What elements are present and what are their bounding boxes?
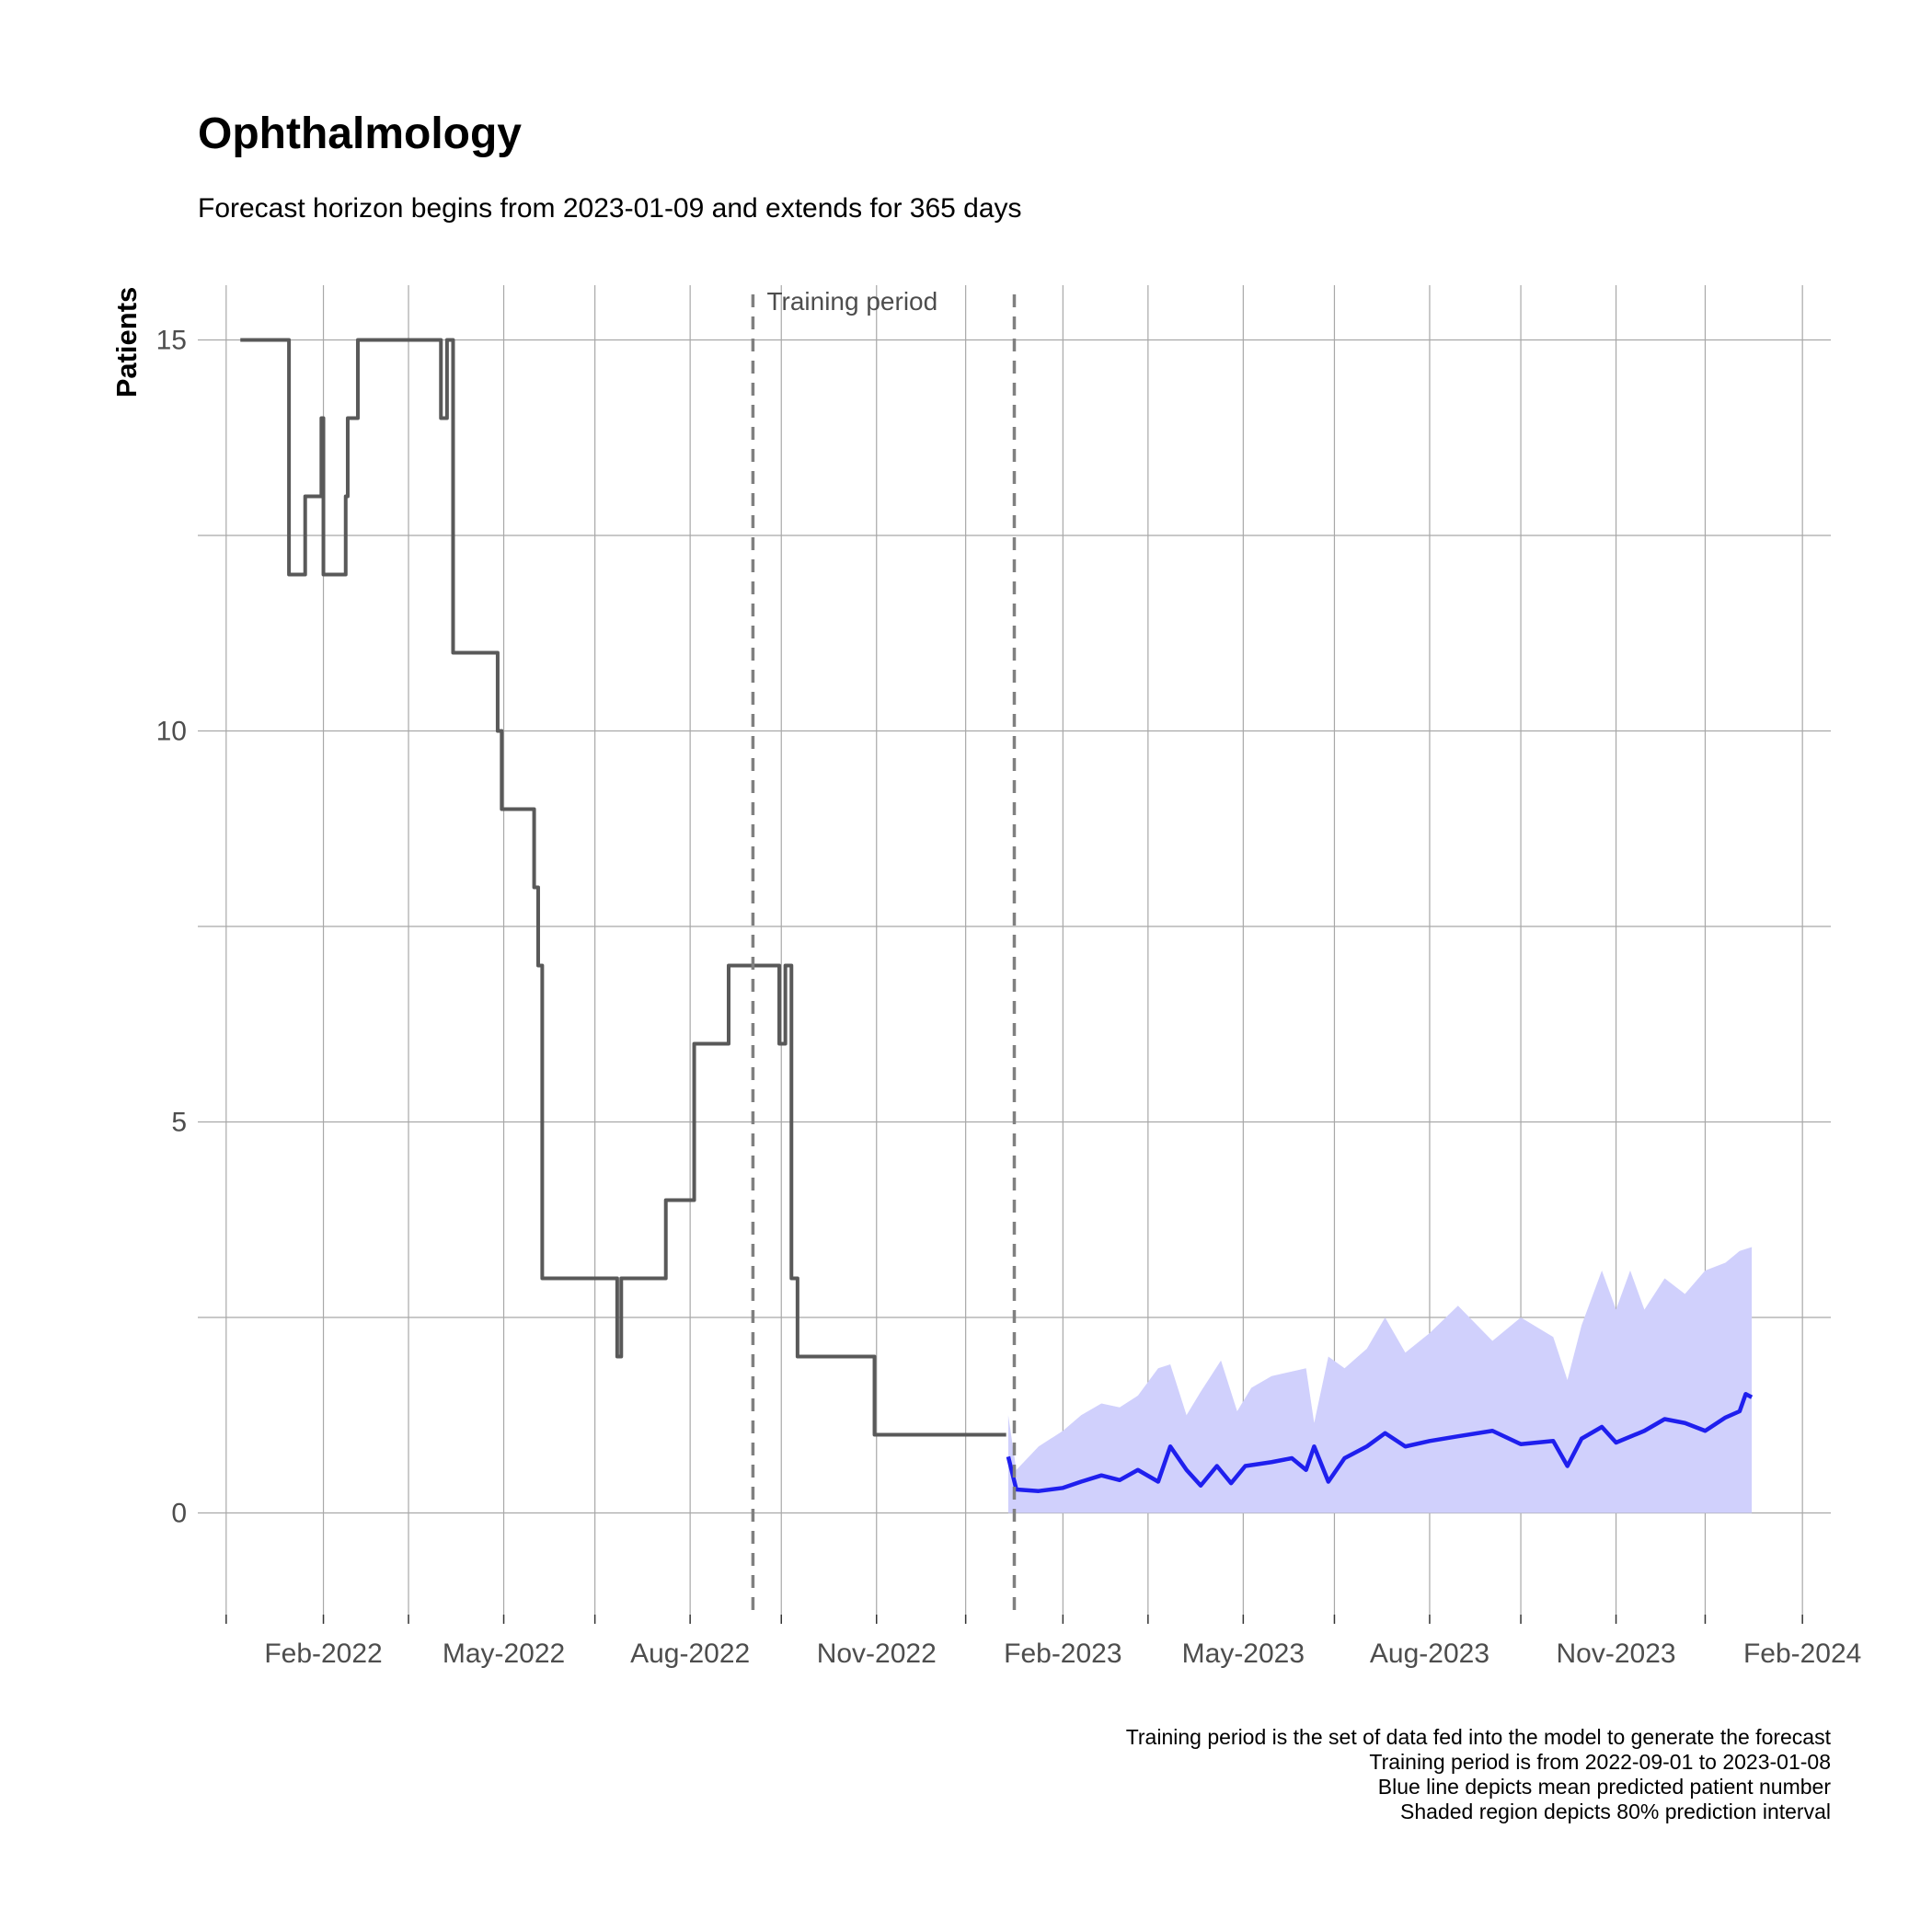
caption-line: Training period is the set of data fed i… <box>1125 1725 1831 1749</box>
x-tick-label: Feb-2024 <box>1743 1639 1861 1669</box>
x-tick-label: Aug-2023 <box>1370 1639 1489 1669</box>
caption: Training period is the set of data fed i… <box>1126 1725 1831 1824</box>
prediction-interval-band <box>1007 1247 1753 1513</box>
caption-line: Shaded region depicts 80% prediction int… <box>1400 1800 1831 1823</box>
x-tick-label: Feb-2023 <box>1004 1639 1121 1669</box>
y-tick-label: 10 <box>156 717 187 747</box>
forecast-mean-line <box>1006 1392 1754 1493</box>
chart-title: Ophthalmology <box>198 109 522 158</box>
x-tick-label: May-2023 <box>1182 1639 1305 1669</box>
y-tick-label: 5 <box>171 1108 187 1138</box>
x-tick-label: Nov-2023 <box>1557 1639 1676 1669</box>
chart-subtitle: Forecast horizon begins from 2023-01-09 … <box>198 193 1022 224</box>
training-period-label: Training period <box>766 287 937 316</box>
y-tick-label: 0 <box>171 1499 187 1529</box>
x-tick-label: May-2022 <box>443 1639 565 1669</box>
caption-line: Blue line depicts mean predicted patient… <box>1377 1775 1831 1799</box>
x-tick-label: Aug-2022 <box>630 1639 750 1669</box>
observed-patients-line <box>240 338 1006 1437</box>
y-tick-label: 15 <box>156 326 187 356</box>
caption-line: Training period is from 2022-09-01 to 20… <box>1369 1750 1831 1774</box>
x-tick-label: Nov-2022 <box>817 1639 937 1669</box>
x-tick-label: Feb-2022 <box>264 1639 382 1669</box>
